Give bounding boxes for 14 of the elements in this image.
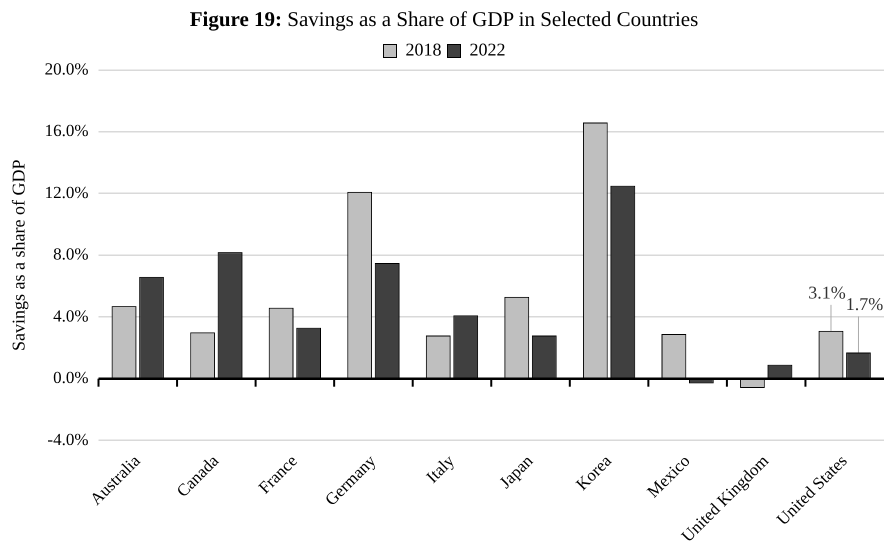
chart-title: Figure 19: Savings as a Share of GDP in Selected Countries [188,6,700,33]
y-tick-label: 16.0% [44,121,89,140]
legend-label: 2018 [406,40,442,60]
y-tick-label: 12.0% [44,182,89,202]
y-tick-label: 0.0% [53,368,89,388]
y-tick-label: -4.0% [47,430,89,449]
y-tick-label: 8.0% [53,244,89,264]
y-tick-label: 20.0% [44,59,89,78]
y-axis-title: Savings as a share of GDP [8,159,29,351]
legend-label: 2022 [470,40,506,60]
data-label: 3.1% [808,282,846,303]
y-tick-label: 4.0% [53,306,89,326]
data-label: 1.7% [846,294,884,314]
x-tick-label: Italy [422,450,458,487]
